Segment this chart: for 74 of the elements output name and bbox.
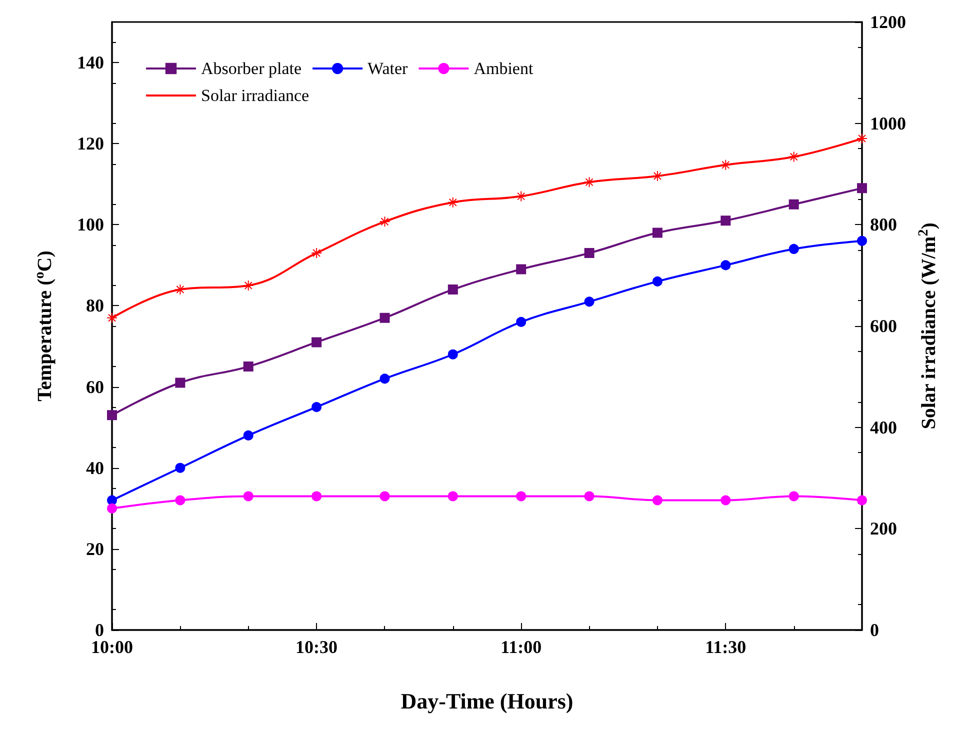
point <box>312 337 322 348</box>
y2-tick-label: 600 <box>870 316 897 336</box>
y2-axis-title: Solar irradiance (W/m2) <box>916 222 940 430</box>
point <box>243 491 254 502</box>
point <box>788 199 799 210</box>
x-tick-label: 10:30 <box>296 637 338 657</box>
point <box>379 216 390 228</box>
point <box>652 228 662 238</box>
y-tick-label: 40 <box>86 458 104 478</box>
point <box>652 276 662 286</box>
point <box>516 264 526 274</box>
legend-label: Absorber plate <box>201 59 302 78</box>
point <box>788 491 799 502</box>
y2-tick-label: 1000 <box>870 113 906 134</box>
point <box>857 495 867 506</box>
point <box>312 491 322 502</box>
point <box>380 374 390 384</box>
point <box>106 312 118 324</box>
point <box>584 176 595 188</box>
point <box>448 491 458 502</box>
point <box>857 236 867 246</box>
y-tick-label: 140 <box>77 52 104 73</box>
legend-label: Solar irradiance <box>201 86 310 105</box>
point <box>584 296 594 307</box>
point <box>380 491 390 502</box>
point <box>652 495 662 506</box>
x-tick-label: 11:30 <box>705 637 746 657</box>
legend-label: Water <box>368 59 408 78</box>
point <box>447 196 458 208</box>
y-axis-title: Temperature (oC) <box>32 250 56 402</box>
point <box>448 349 458 360</box>
point <box>107 410 117 420</box>
point <box>516 316 526 327</box>
x-axis-title: Day-Time (Hours) <box>400 688 574 714</box>
point <box>788 151 800 162</box>
point <box>107 503 117 514</box>
point <box>242 280 254 291</box>
point <box>652 170 663 182</box>
point <box>448 284 458 295</box>
point <box>857 183 867 194</box>
point <box>175 378 186 388</box>
y-tick-label: 120 <box>77 134 104 154</box>
y-tick-label: 60 <box>86 376 104 397</box>
point <box>720 159 732 170</box>
y-tick-label: 100 <box>77 214 104 235</box>
legend-label: Ambient <box>474 59 534 78</box>
point <box>243 362 254 372</box>
point <box>720 216 731 226</box>
point <box>516 190 527 202</box>
point <box>174 284 186 296</box>
point <box>584 491 594 502</box>
y2-tick-label: 200 <box>870 518 897 539</box>
y-tick-label: 80 <box>86 296 104 316</box>
y2-tick-label: 0 <box>870 620 879 640</box>
point <box>516 491 526 502</box>
point <box>720 495 731 506</box>
point <box>312 402 322 412</box>
x-tick-label: 11:00 <box>500 637 542 657</box>
point <box>107 495 117 506</box>
point <box>243 430 254 440</box>
y-tick-label: 20 <box>86 538 104 559</box>
y-tick-label: 0 <box>95 620 104 640</box>
y2-tick-label: 1200 <box>870 12 906 32</box>
point <box>311 248 322 259</box>
y2-tick-label: 400 <box>870 417 897 438</box>
point <box>856 133 868 144</box>
y2-tick-label: 800 <box>870 214 897 235</box>
x-tick-label: 10:00 <box>91 637 133 657</box>
point <box>584 248 594 258</box>
point <box>175 462 186 473</box>
point <box>788 244 799 254</box>
point <box>175 495 186 506</box>
point <box>720 260 731 270</box>
point <box>380 312 390 323</box>
